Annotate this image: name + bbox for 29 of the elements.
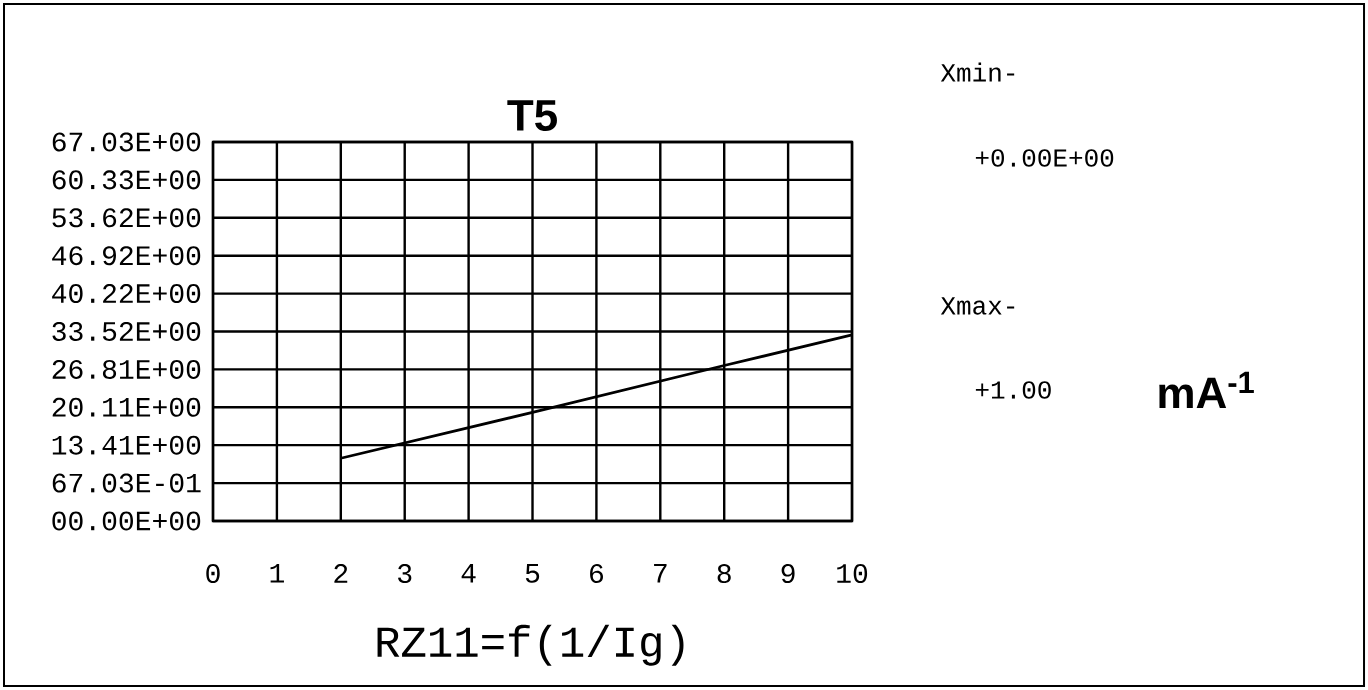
text: Xmin- [940,62,1015,82]
y-tick-label: 00.00E+00 [52,511,201,531]
y-tick-label: 60.33E+00 [52,170,201,190]
y-tick-label: 20.11E+00 [52,397,201,417]
y-tick-label: 33.52E+00 [52,321,201,341]
x-tick-label: 8 [717,564,731,584]
chart-title: T5 [507,100,557,131]
y-tick-label: 26.81E+00 [52,359,201,379]
text: +0.00E+00 [975,149,1114,167]
y-tick-label: 40.22E+00 [52,284,201,304]
x-tick-label: 10 [837,564,868,584]
x-tick-label: 3 [398,564,412,584]
x-tick-label: 6 [590,564,603,584]
x-tick-label: 4 [461,564,476,583]
x-tick-label: 2 [334,564,348,583]
text: Xmax- [940,297,1015,315]
x-tick-label: 9 [781,564,795,584]
y-tick-label: 67.03E-01 [52,473,201,493]
y-tick-label: 53.62E+00 [52,208,201,228]
x-tick-label: 7 [654,564,667,583]
x-tick-label: 1 [270,564,284,583]
text: +1.00 [975,381,1051,399]
text: mA$^{-1}$ [1159,371,1254,409]
y-tick-label: 13.41E+00 [52,435,201,455]
x-tick-label: 5 [525,564,540,583]
x-axis-title: RZ11=f(1/Ig) [377,624,684,666]
x-tick-label: 0 [206,564,220,584]
y-tick-label: 67.03E+00 [52,132,201,152]
y-tick-label: 46.92E+00 [52,246,201,266]
